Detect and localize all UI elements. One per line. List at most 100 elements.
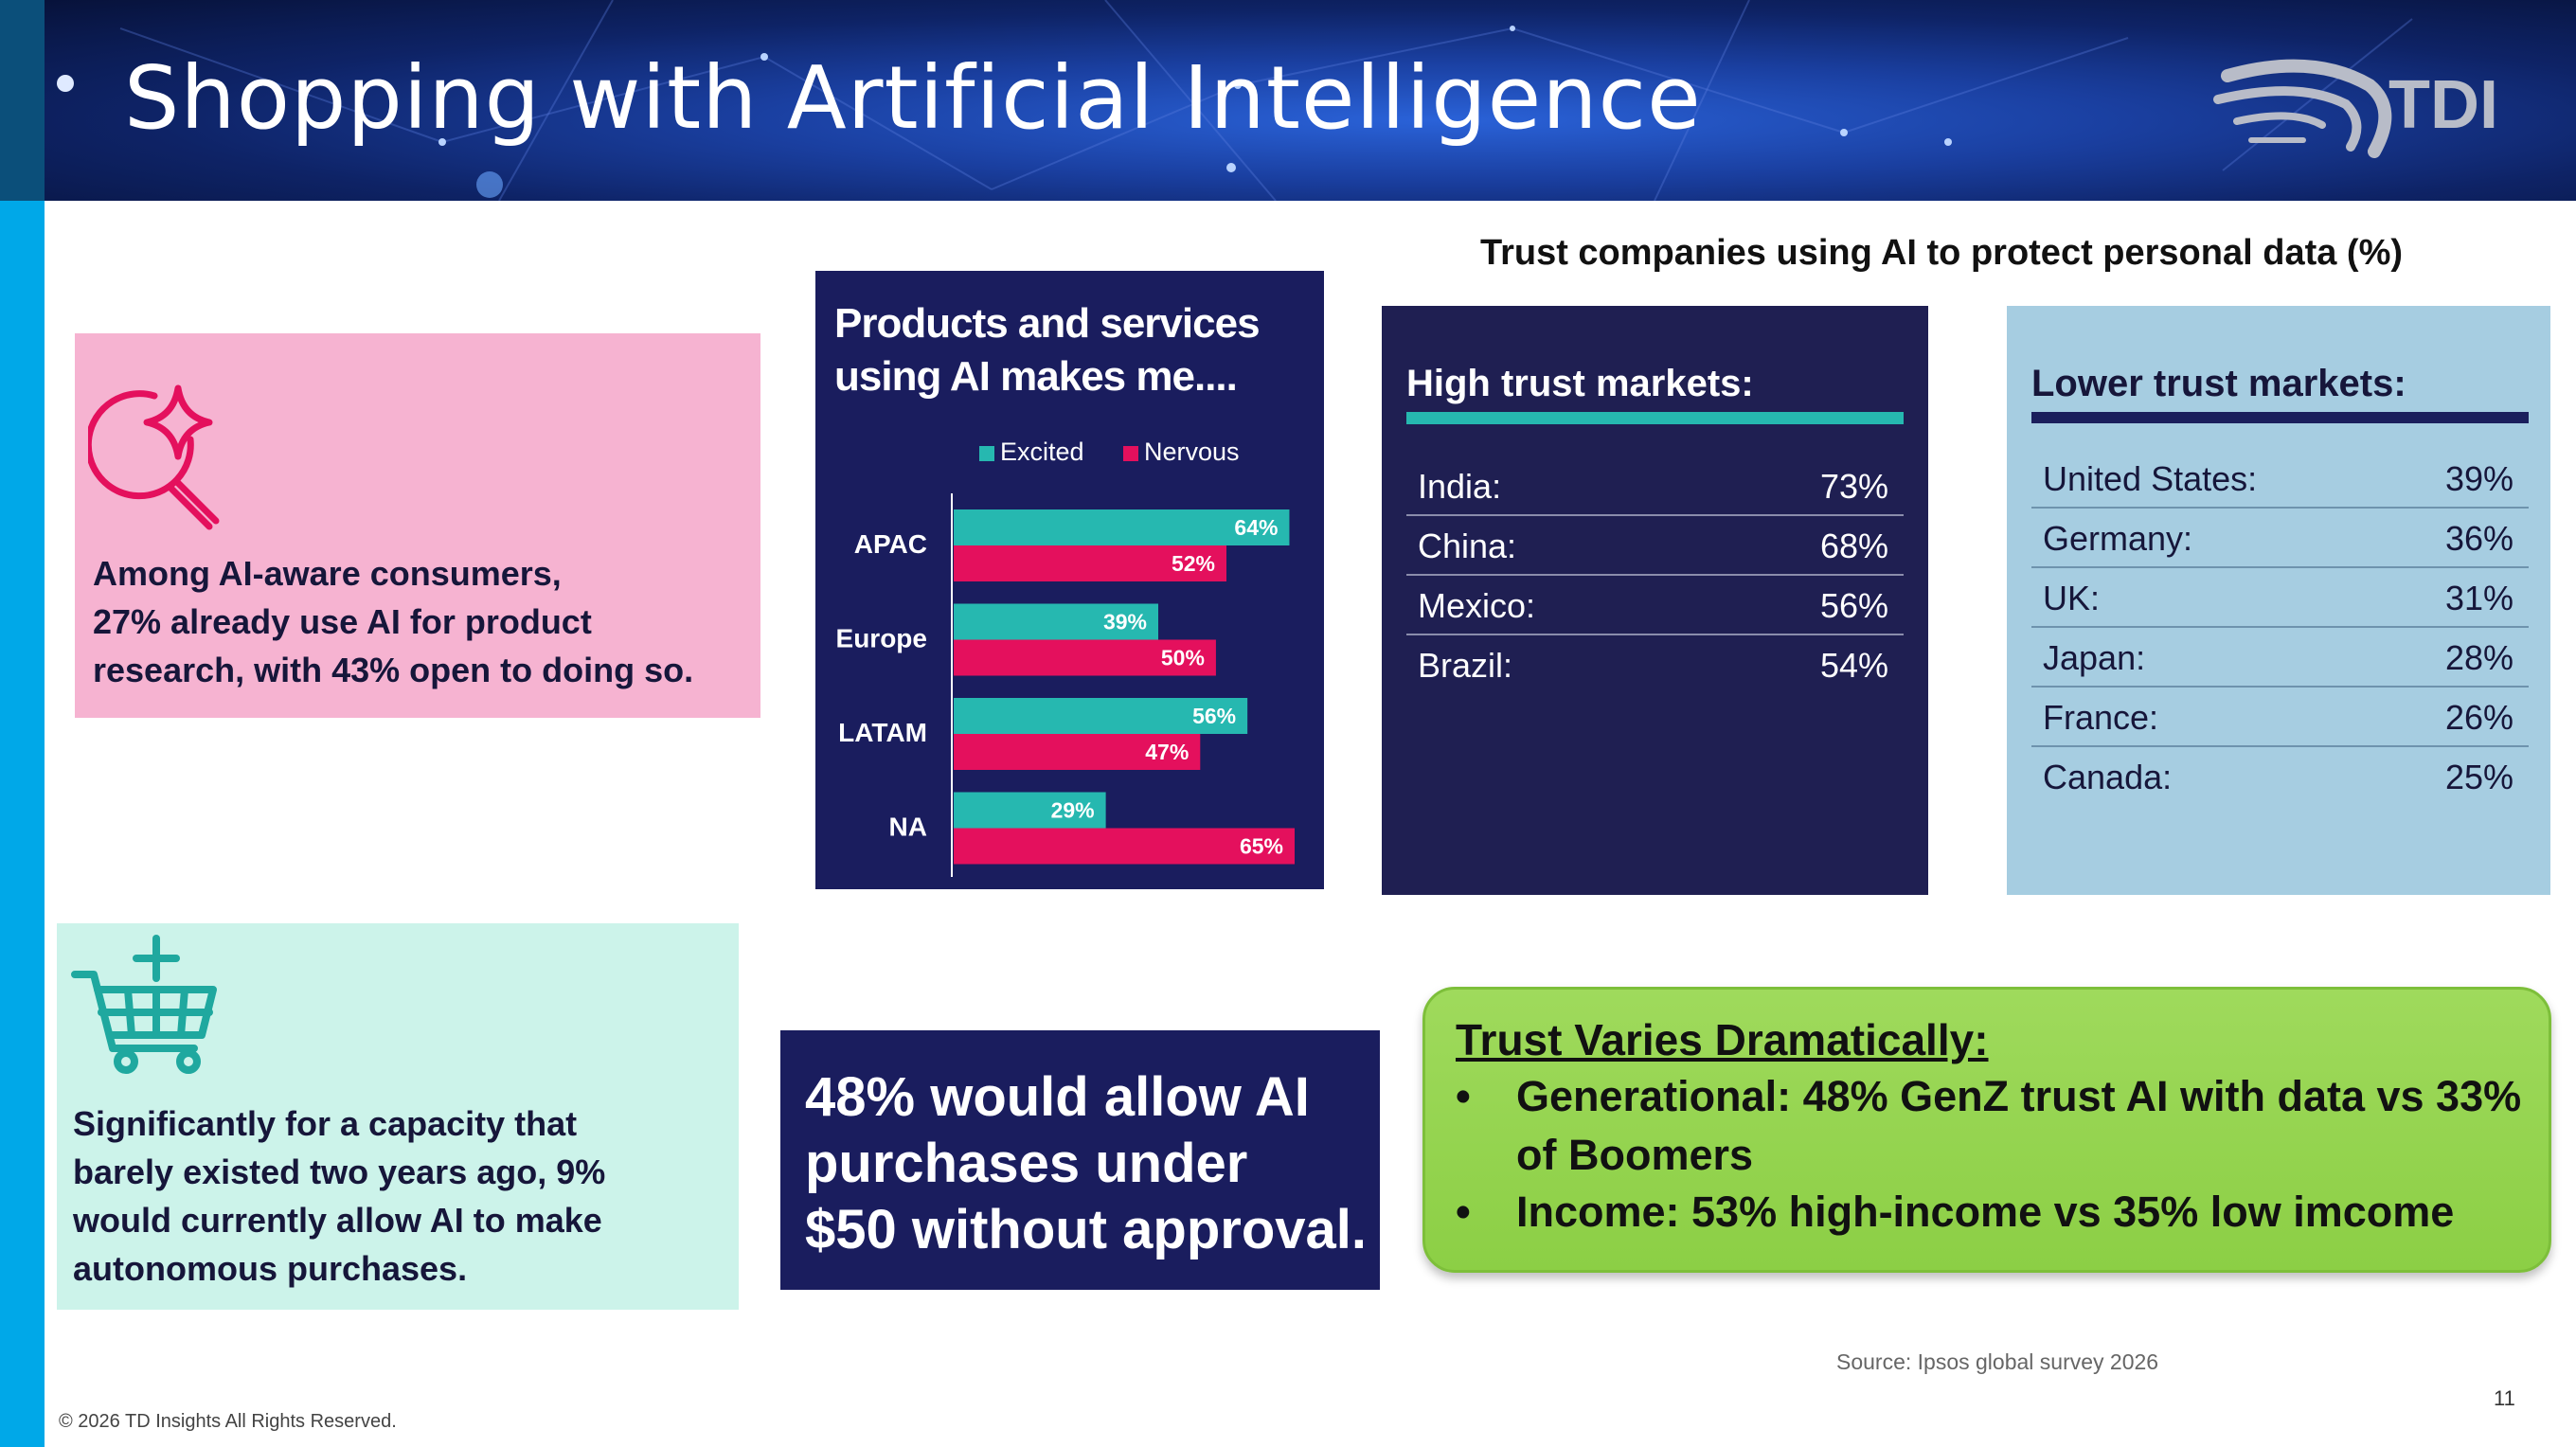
market-value: 28% (2444, 638, 2513, 677)
shopping-cart-plus-icon (71, 935, 217, 1074)
callout-bullet-text: Income: 53% high-income vs 35% low imcom… (1516, 1188, 2455, 1236)
autonomous-purchase-card: Significantly for a capacity that barely… (57, 923, 739, 1310)
lower-trust-row: Canada: 25% (2031, 746, 2529, 805)
market-value: 25% (2444, 758, 2513, 796)
high-trust-row: Brazil: 54% (1406, 634, 1904, 693)
market-value: 36% (2444, 519, 2513, 558)
bar-nervous (954, 545, 1226, 581)
market-value: 26% (2444, 698, 2513, 737)
ai-research-line: 27% already use AI for product (93, 602, 592, 641)
left-accent-strip-top (0, 0, 45, 201)
bar-value-label: 52% (1172, 551, 1215, 576)
market-value: 73% (1819, 467, 1888, 506)
bullet-dot: • (1456, 1072, 1471, 1120)
slide-header: Shopping with Artificial Intelligence TD… (45, 0, 2576, 201)
chart-title-line: Products and services (834, 300, 1261, 347)
bullet-dot: • (1456, 1188, 1471, 1236)
tdi-logo-text: TDI (2388, 67, 2498, 143)
slide-title: Shopping with Artificial Intelligence (124, 47, 1702, 149)
category-label: NA (889, 813, 927, 842)
lower-trust-row: UK: 31% (2031, 567, 2529, 628)
autonomous-purchase-text: Significantly for a capacity that barely… (73, 1099, 726, 1293)
bar-chart: APAC 64% 52% Europe 39% 50% LATAM 56%47% NA 29% 65… (836, 493, 1295, 877)
page-number: 11 (2494, 1386, 2515, 1410)
bar-nervous (954, 828, 1295, 865)
allow-purchases-line: $50 without approval. (805, 1199, 1367, 1260)
market-name: Canada: (2043, 758, 2173, 796)
left-accent-strip (0, 0, 45, 1447)
high-trust-row: India: 73% (1406, 456, 1904, 516)
legend-nervous-swatch (1123, 445, 1138, 461)
trust-section-title: Trust companies using AI to protect pers… (1479, 233, 2404, 273)
market-name: Brazil: (1418, 646, 1513, 685)
market-name: UK: (2043, 579, 2101, 617)
copyright: © 2026 TD Insights All Rights Reserved. (59, 1411, 397, 1432)
high-trust-row: Mexico: 56% (1406, 575, 1904, 635)
high-trust-row: China: 68% (1406, 515, 1904, 576)
allow-purchases-line: 48% would allow AI (805, 1066, 1310, 1128)
callout-bullet: • Income: 53% high-income vs 35% low imc… (1456, 1183, 2526, 1242)
bar-value-label: 39% (1103, 610, 1147, 634)
bar-excited (954, 509, 1290, 545)
autonomous-purchase-line: would currently allow AI to make (73, 1201, 602, 1240)
high-trust-panel: High trust markets: India: 73% China: 68… (1382, 306, 1928, 895)
bar-excited (954, 603, 1158, 640)
magnify-sparkle-icon (88, 384, 220, 530)
bar-value-label: 50% (1161, 646, 1205, 670)
autonomous-purchase-line: autonomous purchases. (73, 1249, 468, 1288)
bar-value-label: 47% (1145, 740, 1189, 764)
bar-value-label: 29% (1051, 798, 1095, 823)
market-value: 68% (1819, 527, 1888, 565)
tdi-logo: TDI (2213, 59, 2498, 158)
source-note: Source: Ipsos global survey 2026 (1836, 1349, 2159, 1374)
lower-trust-accent-bar (2031, 412, 2529, 423)
market-value: 56% (1819, 586, 1888, 625)
lower-trust-panel: Lower trust markets: United States: 39% … (2007, 306, 2550, 895)
lower-trust-row: United States: 39% (2031, 448, 2529, 509)
market-value: 39% (2444, 459, 2513, 498)
high-trust-accent-bar (1406, 412, 1904, 424)
ai-research-text: Among AI-aware consumers, 27% already us… (93, 549, 756, 694)
market-name: United States: (2043, 459, 2258, 498)
market-name: Japan: (2043, 638, 2146, 677)
bar-excited (954, 792, 1106, 829)
market-name: Mexico: (1418, 586, 1536, 625)
bar-value-label: 56% (1192, 704, 1236, 728)
allow-purchases-line: purchases under (805, 1133, 1248, 1194)
ai-research-line: research, with 43% open to doing so. (93, 651, 694, 689)
callout-bullet: • Generational: 48% GenZ trust AI with d… (1456, 1067, 2526, 1185)
lower-trust-row: Japan: 28% (2031, 627, 2529, 688)
lower-trust-row: France: 26% (2031, 687, 2529, 747)
market-name: France: (2043, 698, 2159, 737)
market-value: 54% (1819, 646, 1888, 685)
bar-value-label: 65% (1240, 834, 1283, 859)
market-name: India: (1418, 467, 1502, 506)
autonomous-purchase-line: barely existed two years ago, 9% (73, 1152, 606, 1191)
bar-excited (954, 698, 1248, 734)
lower-trust-title: Lower trust markets: (2031, 363, 2406, 404)
lower-trust-row: Germany: 36% (2031, 508, 2529, 568)
network-background-graphic (57, 0, 2413, 201)
bar-nervous (954, 734, 1201, 770)
ai-research-line: Among AI-aware consumers, (93, 554, 562, 593)
high-trust-title: High trust markets: (1406, 363, 1754, 404)
market-name: Germany: (2043, 519, 2193, 558)
legend-excited-swatch (979, 445, 994, 461)
bar-nervous (954, 639, 1216, 676)
callout-bullet-text: Generational: 48% GenZ trust AI with dat… (1516, 1072, 2522, 1179)
category-label: APAC (854, 529, 927, 559)
bar-value-label: 64% (1234, 515, 1278, 540)
ai-sentiment-chart-card: Products and services using AI makes me.… (815, 271, 1324, 889)
allow-purchases-text: 48% would allow AI purchases under $50 w… (805, 1064, 1373, 1263)
market-value: 31% (2444, 579, 2513, 617)
category-label: LATAM (838, 718, 927, 747)
trust-varies-callout: Trust Varies Dramatically: • Generationa… (1422, 987, 2551, 1273)
legend-nervous-label: Nervous (1144, 438, 1240, 466)
legend-excited-label: Excited (1000, 438, 1084, 466)
legend-excited: Excited (979, 438, 1084, 467)
allow-purchases-card: 48% would allow AI purchases under $50 w… (780, 1030, 1380, 1290)
category-label: Europe (836, 624, 927, 653)
legend-nervous: Nervous (1123, 438, 1240, 467)
chart-title: Products and services using AI makes me.… (834, 297, 1308, 403)
chart-title-line: using AI makes me.... (834, 353, 1238, 400)
